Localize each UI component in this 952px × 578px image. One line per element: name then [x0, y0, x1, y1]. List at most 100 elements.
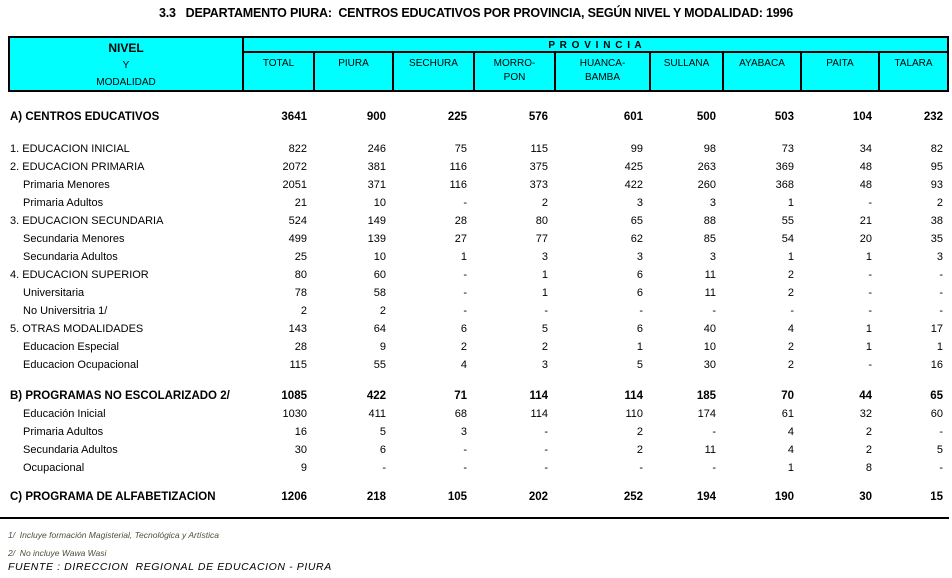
cell-value: 139: [367, 233, 386, 245]
cell-value: 28: [294, 341, 307, 353]
cell-value: 2: [787, 287, 794, 299]
cell-value: 105: [447, 491, 467, 503]
cell-value: -: [939, 426, 943, 438]
provincia-group-label: P R O V I N C I A: [244, 38, 947, 53]
cell-value: 3: [709, 197, 716, 209]
column-header-total: TOTAL: [262, 58, 295, 69]
cell-value: 822: [288, 143, 307, 155]
cell-value: 5: [936, 444, 943, 456]
cell-value: 10: [703, 341, 716, 353]
cell-value: 114: [624, 390, 643, 402]
cell-value: 1: [787, 462, 794, 474]
cell-value: 5: [636, 359, 643, 371]
cell-value: 20: [859, 233, 872, 245]
table-row: Ocupacional 9 - - - - - 1 8 -: [8, 459, 949, 477]
cell-value: 104: [852, 111, 872, 123]
cell-value: -: [712, 462, 716, 474]
footnote-1: 1/ Incluye formación Magisterial, Tecnol…: [8, 530, 220, 540]
footnote-2: 2/ No incluye Wawa Wasi: [8, 548, 107, 558]
cell-value: 99: [630, 143, 643, 155]
cell-value: 1: [787, 197, 794, 209]
table-row: Secundaria Adultos 30 6 - - 2 11 4 2 5: [8, 441, 949, 459]
cell-value: 9: [379, 341, 386, 353]
table-row: Primaria Adultos 21 10 - 2 3 3 1 - 2: [8, 194, 949, 212]
cell-value: 6: [636, 323, 643, 335]
header-stub-nivel-y-modalidad: NIVEL Y MODALIDAD: [10, 38, 244, 90]
cell-value: 174: [697, 408, 716, 420]
cell-value: 2: [787, 269, 794, 281]
cell-value: 85: [703, 233, 716, 245]
cell-value: 115: [289, 359, 307, 371]
cell-value: 75: [454, 143, 467, 155]
cell-value: 4: [787, 426, 794, 438]
cell-value: 110: [625, 408, 643, 420]
row-label: Secundaria Adultos: [23, 444, 118, 456]
cell-value: 60: [930, 408, 943, 420]
cell-value: 114: [529, 390, 548, 402]
cell-value: 65: [630, 215, 643, 227]
stub-line-modalidad: MODALIDAD: [96, 77, 156, 88]
cell-value: 1: [541, 287, 548, 299]
cell-value: 21: [859, 215, 872, 227]
row-label: B) PROGRAMAS NO ESCOLARIZADO 2/: [10, 390, 230, 402]
cell-value: -: [463, 269, 467, 281]
cell-value: 34: [859, 143, 872, 155]
cell-value: 3: [709, 251, 716, 263]
row-label: Ocupacional: [23, 462, 85, 474]
row-label: Educacion Ocupacional: [23, 359, 139, 371]
cell-value: 64: [373, 323, 386, 335]
cell-value: -: [712, 305, 716, 317]
cell-value: 2: [865, 426, 872, 438]
cell-value: 1206: [281, 491, 307, 503]
cell-value: -: [868, 287, 872, 299]
cell-value: 58: [373, 287, 386, 299]
cell-value: 411: [368, 408, 386, 420]
cell-value: -: [463, 197, 467, 209]
cell-value: 21: [294, 197, 307, 209]
cell-value: 15: [930, 491, 943, 503]
column-header-sullana: SULLANA: [649, 53, 722, 90]
cell-value: 30: [859, 491, 872, 503]
cell-value: 2: [460, 341, 467, 353]
row-label: Universitaria: [23, 287, 85, 299]
cell-value: 1: [636, 341, 643, 353]
cell-value: -: [868, 269, 872, 281]
cell-value: 80: [294, 269, 307, 281]
row-label: Primaria Adultos: [23, 426, 104, 438]
cell-value: 70: [781, 390, 794, 402]
row-label: Secundaria Adultos: [23, 251, 118, 263]
cell-value: 40: [703, 323, 716, 335]
row-label: Primaria Adultos: [23, 197, 104, 209]
cell-value: -: [544, 426, 548, 438]
cell-value: -: [639, 305, 643, 317]
cell-value: 194: [696, 491, 716, 503]
cell-value: 10: [373, 251, 386, 263]
cell-value: 88: [703, 215, 716, 227]
cell-value: 93: [930, 179, 943, 191]
cell-value: 1085: [281, 390, 307, 402]
row-label: 5. OTRAS MODALIDADES: [10, 323, 144, 335]
table-row: No Universitria 1/2 2 - - - - - - -: [8, 302, 949, 320]
table-row: Primaria Menores 2051 371 116 373 422 260 368 48…: [8, 176, 949, 194]
cell-value: 61: [781, 408, 794, 420]
table-row: 3. EDUCACION SECUNDARIA 524 149 28 80 65 88 55 2…: [8, 212, 949, 230]
cell-value: 5: [541, 323, 548, 335]
cell-value: 5: [379, 426, 386, 438]
cell-value: 422: [624, 179, 643, 191]
cell-value: 8: [865, 462, 872, 474]
column-header-paita: PAITA: [800, 53, 878, 90]
cell-value: 114: [530, 408, 548, 420]
row-label: 3. EDUCACION SECUNDARIA: [10, 215, 164, 227]
table-row: 2. EDUCACION PRIMARIA 2072 381 116 375 425 263…: [8, 158, 949, 176]
cell-value: -: [544, 305, 548, 317]
cell-value: 6: [460, 323, 467, 335]
row-label: Primaria Menores: [23, 179, 110, 191]
cell-value: 4: [787, 323, 794, 335]
column-header-piura: PIURA: [313, 53, 392, 90]
cell-value: -: [463, 444, 467, 456]
cell-value: 82: [930, 143, 943, 155]
cell-value: 11: [704, 287, 716, 299]
cell-value: -: [939, 287, 943, 299]
cell-value: 2: [787, 359, 794, 371]
column-header-talara: TALARA: [878, 53, 947, 90]
